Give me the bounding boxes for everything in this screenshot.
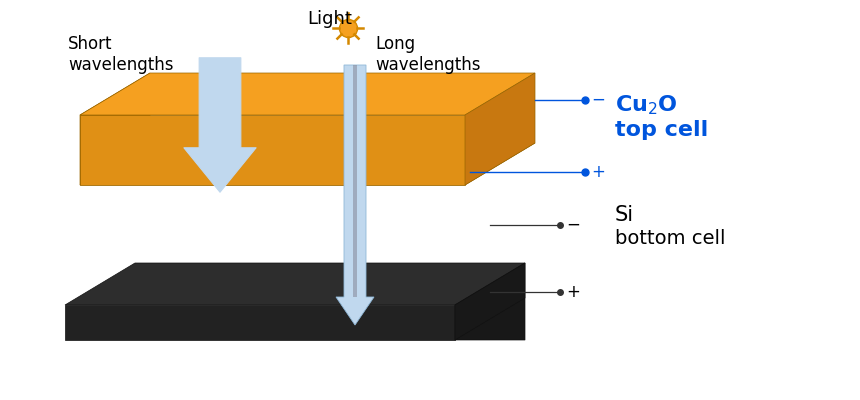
Text: −: − <box>591 91 605 109</box>
Polygon shape <box>336 65 374 325</box>
Polygon shape <box>80 115 465 185</box>
Polygon shape <box>80 73 150 185</box>
Text: Short
wavelengths: Short wavelengths <box>68 35 174 74</box>
Polygon shape <box>465 73 535 185</box>
Polygon shape <box>65 263 525 305</box>
Text: −: − <box>566 216 580 234</box>
Text: +: + <box>566 283 580 301</box>
Text: +: + <box>591 163 605 181</box>
Polygon shape <box>65 305 455 340</box>
Text: Si: Si <box>615 205 634 225</box>
Polygon shape <box>353 65 357 297</box>
Text: bottom cell: bottom cell <box>615 228 726 248</box>
Text: top cell: top cell <box>615 120 709 140</box>
Polygon shape <box>455 263 525 340</box>
Text: Long
wavelengths: Long wavelengths <box>375 35 481 74</box>
Text: Light: Light <box>308 10 353 28</box>
Polygon shape <box>455 263 525 340</box>
Polygon shape <box>80 143 535 185</box>
Polygon shape <box>80 73 535 115</box>
FancyArrowPatch shape <box>184 58 256 192</box>
Text: Cu$_2$O: Cu$_2$O <box>615 93 678 117</box>
